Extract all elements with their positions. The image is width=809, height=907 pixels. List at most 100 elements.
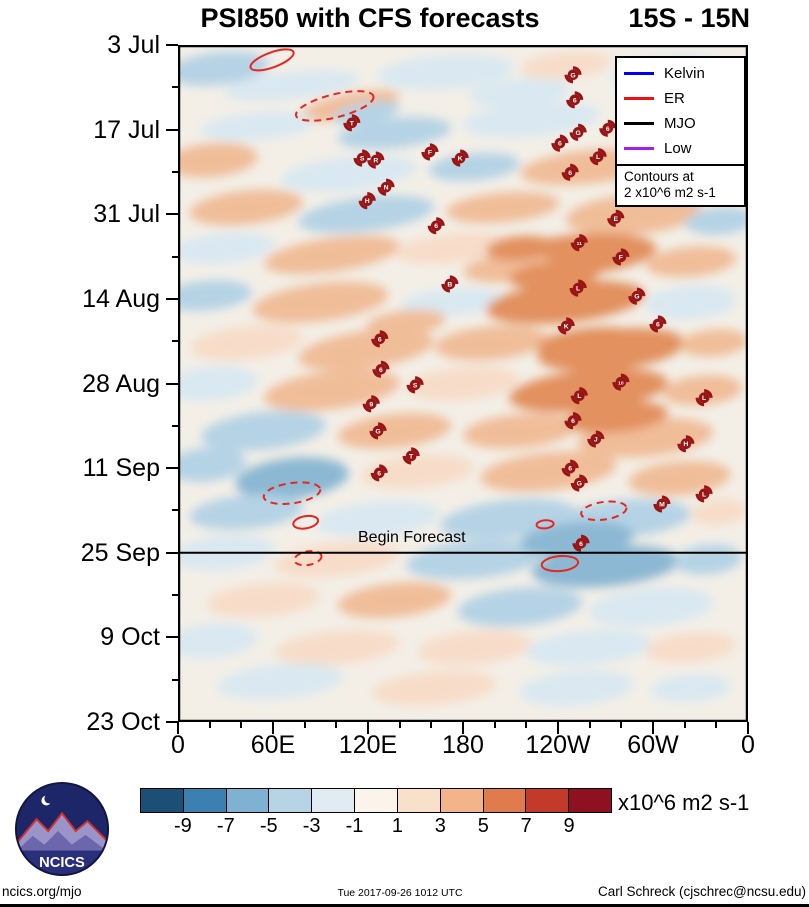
tropical-cyclone-marker: 6 [551, 134, 569, 152]
tropical-cyclone-marker: H [677, 435, 695, 453]
legend-label: ER [664, 90, 685, 107]
legend-line-swatch [624, 147, 654, 150]
cyclone-arm-icon [573, 412, 582, 421]
tropical-cyclone-marker: N [377, 178, 395, 196]
y-axis-label: 14 Aug [82, 284, 160, 313]
cyclone-arm-icon [653, 504, 662, 513]
y-minor-tick [172, 340, 178, 343]
cyclone-id-label: L [702, 395, 706, 402]
cyclone-body-icon [573, 237, 585, 249]
legend-note-line1: Contours at [624, 169, 694, 184]
tropical-cyclone-marker: T [343, 114, 361, 132]
x-minor-tick [683, 722, 686, 728]
x-major-tick [652, 722, 654, 734]
cyclone-id-label: 6 [568, 466, 572, 473]
tropical-cyclone-marker: F [421, 143, 439, 161]
tropical-cyclone-marker: 6 [371, 330, 389, 348]
colorbar-segment [439, 788, 484, 813]
colorbar-segment [225, 788, 270, 813]
tropical-cyclone-marker: K [451, 149, 469, 167]
cyclone-arm-icon [612, 256, 621, 266]
cyclone-body-icon [567, 69, 579, 81]
y-minor-tick [172, 424, 178, 427]
cyclone-arm-icon [564, 74, 574, 84]
cyclone-body-icon [602, 122, 614, 134]
tropical-cyclone-marker: K [557, 317, 575, 335]
cyclone-arm-icon [579, 474, 588, 484]
logo-ring [14, 781, 110, 877]
cyclone-body-icon [424, 146, 436, 158]
cyclone-arm-icon [612, 382, 621, 391]
er-wave-contour [540, 554, 580, 573]
cyclone-id-label: 6 [656, 321, 660, 328]
cyclone-body-icon [615, 376, 627, 388]
cyclone-id-label: 6 [568, 170, 572, 177]
ncics-logo-image: NCICS [14, 781, 110, 877]
colorbar-label: 9 [563, 815, 575, 837]
colorbar-label: 3 [434, 815, 446, 837]
cyclone-arm-icon [620, 373, 630, 383]
cyclone-body-icon [370, 154, 382, 166]
cyclone-arm-icon [578, 279, 587, 289]
er-wave-contour [535, 519, 555, 530]
cyclone-id-label: H [365, 198, 370, 205]
cyclone-arm-icon [451, 158, 461, 167]
x-minor-tick [588, 722, 591, 728]
cyclone-arm-icon [607, 119, 617, 129]
cyclone-arm-icon [351, 114, 361, 123]
cyclone-arm-icon [429, 143, 439, 152]
cyclone-id-label: 6 [377, 470, 381, 477]
tropical-cyclone-marker: G [569, 123, 587, 141]
footer-timestamp: Tue 2017-09-26 1012 UTC [337, 887, 463, 899]
cyclone-arm-icon [415, 376, 424, 385]
tropical-cyclone-marker: B [441, 275, 459, 293]
legend-label: Low [664, 140, 692, 157]
cyclone-id-label: M [659, 501, 665, 508]
x-major-tick [272, 722, 274, 734]
er-wave-contour [292, 514, 320, 530]
cyclone-body-icon [572, 282, 584, 294]
tropical-cyclone-marker: L [570, 387, 588, 405]
cyclone-id-label: L [596, 154, 600, 161]
colorbar-segment [140, 788, 184, 813]
colorbar-label: -5 [259, 815, 278, 837]
er-wave-contour [580, 500, 628, 522]
anomaly-shading [178, 51, 748, 706]
cyclone-arm-icon [704, 485, 713, 494]
cyclone-arm-icon [436, 217, 445, 226]
cyclone-arm-icon [599, 128, 608, 137]
x-minor-tick [398, 722, 401, 728]
cyclone-arm-icon [372, 369, 381, 378]
cyclone-arm-icon [695, 397, 705, 407]
legend-label: MJO [664, 115, 696, 132]
cyclone-arm-icon [559, 134, 569, 144]
cyclone-arm-icon [375, 151, 385, 161]
legend-item-low: Low [624, 136, 737, 161]
cyclone-arm-icon [421, 151, 430, 161]
cyclone-arm-icon [579, 234, 588, 243]
cyclone-body-icon [567, 415, 579, 427]
tropical-cyclone-marker: 6 [564, 412, 582, 430]
colorbar-units-label: x10^6 m2 s-1 [618, 790, 750, 815]
cyclone-arm-icon [573, 66, 582, 75]
tropical-cyclone-marker: S [406, 376, 424, 394]
y-major-tick [166, 467, 178, 470]
colorbar-label: -7 [216, 815, 235, 837]
legend-note: Contours at 2 x10^6 m2 s-1 [617, 164, 744, 201]
cyclone-arm-icon [677, 443, 686, 453]
y-axis-label: 17 Jul [93, 115, 160, 144]
cyclone-id-label: 9 [369, 401, 373, 408]
cyclone-arm-icon [564, 420, 574, 430]
y-minor-tick [172, 170, 178, 173]
cyclone-body-icon [372, 425, 384, 437]
tropical-cyclone-marker: L [589, 148, 607, 166]
x-minor-tick [493, 722, 496, 728]
cyclone-body-icon [356, 152, 368, 164]
cyclone-arm-icon [406, 384, 416, 394]
cyclone-id-label: L [702, 491, 706, 498]
mountain-ridge-line [16, 811, 108, 844]
cyclone-id-label: H [683, 441, 688, 448]
cyclone-arm-icon [367, 192, 376, 201]
cyclone-arm-icon [570, 395, 580, 405]
colorbar-label: -1 [345, 815, 364, 837]
